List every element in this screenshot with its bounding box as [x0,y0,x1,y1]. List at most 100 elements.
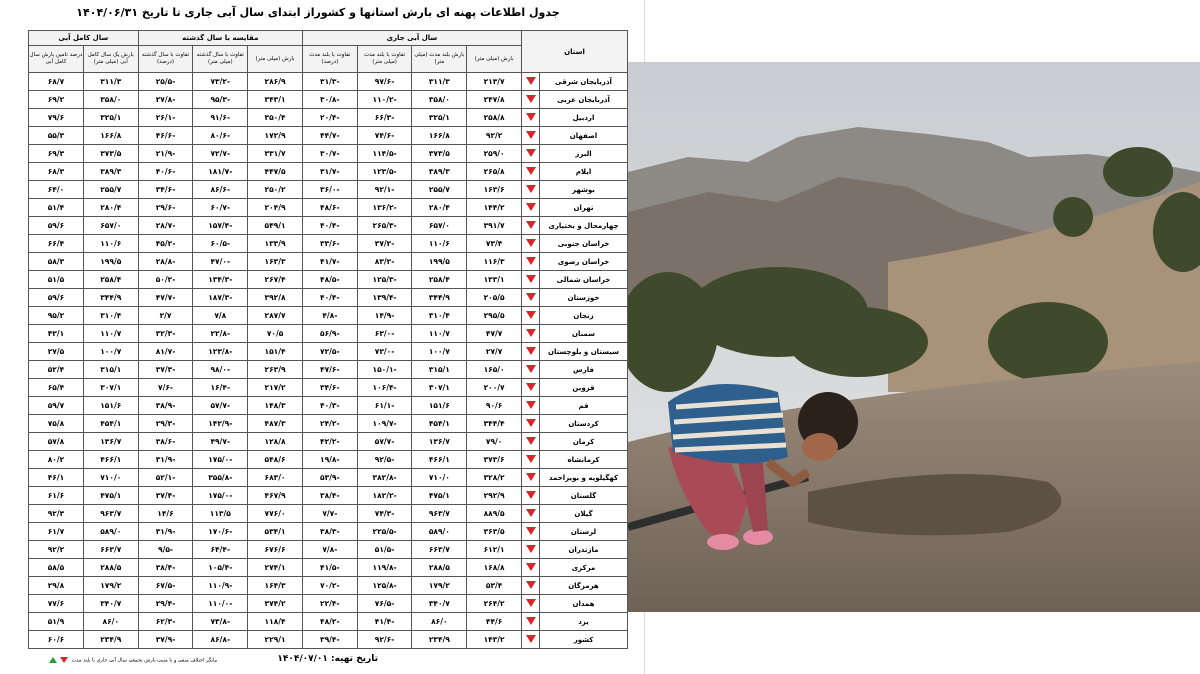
cell: ۳۴۰/۷ [82,594,139,613]
status-arrow-cell [521,324,540,343]
cell-value: ۲۸۷/۷ [264,311,286,320]
cell-value: ۱۱۴/۵- [372,149,397,158]
child [668,384,858,550]
table-row: قم ۹۰/۶ ۱۵۱/۶ ۶۱/۱- ۴۰/۳- ۱۴۸/۳ ۵۷/۷- ۳۸/۹- ۱۵۱/… [28,396,628,415]
cell: ۶۷۶/۶ [247,540,303,559]
cell: ۱۵۱/۶ [411,396,468,415]
cell: ۹۲/۲ [466,126,522,145]
cell-value: ۱۴/۶ [157,509,174,518]
cell-value: ۳۴۴/۴ [483,419,505,428]
table-row: گلستان ۲۹۲/۹ ۴۷۵/۱ ۱۸۲/۲- ۳۸/۴- ۴۶۷/۹ ۱۷۵/۰- ۳۷… [28,486,628,505]
cell: ۱۶/۴- [192,378,249,397]
cell: ۲۸۸/۵ [82,558,139,577]
cell: ۱۱۶/۳ [466,252,522,271]
cell-value: ۴۸/۵- [320,275,340,284]
cell: ۲۵۸/۴ [82,270,139,289]
cell: ۳۶۳/۵ [466,522,522,541]
table-row: اردبیل ۲۵۸/۸ ۳۲۵/۱ ۶۶/۳- ۲۰/۴- ۳۵۰/۴ ۹۱/۶- ۲۶/۱… [28,108,628,127]
cell-value: ۱۷۵/۰- [208,491,233,500]
cell-value: ۵۱/۵- [374,545,395,554]
cell-value: ۳۶۳/۵ [483,527,505,536]
cell-value: ۹۵/۳- [210,95,231,104]
cell-value: ۳۱/۷- [320,167,340,176]
cell: ۳۹/۴- [301,630,358,649]
cell: ۱۱۹/۸- [356,558,413,577]
province-name: ایلام [539,162,628,181]
prepared-date: تاریخ تهیه: ۱۴۰۴/۰۷/۰۱ [277,654,378,664]
province-name: چهارمحال و بختیاری [539,216,628,235]
status-arrow-cell [521,414,540,433]
cell-value: ۴۵۴/۱ [100,419,122,428]
cell-value: ۱۲۸/۸ [264,437,286,446]
cell-value: ۲۹/۴- [155,599,176,608]
cell-value: ۱۱۰/۹- [208,581,233,590]
cell: ۳۶/۰- [301,180,358,199]
cell: ۱۰۶/۴- [356,378,413,397]
cell-value: ۶۰/۷- [210,203,231,212]
cell: ۴۵/۲- [137,234,194,253]
status-arrow-cell [521,90,540,109]
photo-child-drinking [628,62,1200,612]
cell-value: ۱۶۶/۸ [100,131,122,140]
cell-value: ۳۲۸/۲ [483,473,505,482]
province-name: کشور [539,630,628,649]
cell: ۵۹/۶ [28,216,84,235]
cell: ۵۳/۹- [301,468,358,487]
status-arrow-cell [521,522,540,541]
cell-value: ۳۴۳/۱ [264,95,286,104]
cell-value: ۳۸/۹- [155,401,176,410]
cell: ۵۲/۱- [137,468,194,487]
cell: ۴۹/۷- [192,432,249,451]
cell-value: ۲۶۵/۸ [483,167,505,176]
cell-value: ۱۰۵/۴- [208,563,233,572]
status-arrow [525,364,536,373]
cell: ۳۸/۴- [301,486,358,505]
cell: ۷۶/۵- [356,594,413,613]
cell: ۲۶۵/۳- [356,216,413,235]
cell: ۲۲/۴- [301,594,358,613]
cell: ۸۶/۰ [411,612,468,631]
cell: ۲۵۵/۷ [411,180,468,199]
cell-value: ۴۱/۵- [320,563,340,572]
status-arrow-cell [521,360,540,379]
cell-value: ۴۷/۶- [320,365,340,374]
province-name: گیلان [539,504,628,523]
cell: ۵۱/۵- [356,540,413,559]
cell: ۱۴/۶ [137,504,194,523]
cell: ۹۲/۳ [28,504,84,523]
cell-value: ۱۳۳/۹ [264,239,286,248]
status-arrow [525,220,536,229]
cell-value: ۲۵۵/۷ [100,185,122,194]
status-arrow-cell [521,198,540,217]
cell-value: ۶۰/۵- [210,239,231,248]
status-arrow [525,202,536,211]
cell: ۶۳/۰- [356,324,413,343]
cell: ۱۳۳/۹ [247,234,303,253]
cell-value: ۴۸/۶- [320,203,340,212]
cell: ۱۳۴/۳- [192,270,249,289]
cell: ۹۵/۳- [192,90,249,109]
cell-value: ۷۶/۵- [374,599,395,608]
cell: ۱۶۳/۳ [247,252,303,271]
status-arrow-cell [521,342,540,361]
cell: ۴۵۴/۱ [411,414,468,433]
cell: ۳۷/۲- [356,234,413,253]
table-row: سیستان و بلوچستان ۲۷/۷ ۱۰۰/۷ ۷۳/۰- ۷۲/۵- ۱۵۱/… [28,342,628,361]
cell: ۶۷/۵- [137,576,194,595]
cell-value: ۳۱/۹- [155,527,176,536]
cell-value: ۱۰۰/۷ [428,347,450,356]
status-arrow [525,616,536,625]
cell-value: ۱۶۴/۳ [264,581,286,590]
cell-value: ۹۶۳/۷ [100,509,122,518]
cell: ۱۳۹/۴- [356,288,413,307]
cell: ۵۹/۶ [28,288,84,307]
cell-value: ۴۲/۲- [320,437,340,446]
table-row: مرکزی ۱۶۸/۸ ۲۸۸/۵ ۱۱۹/۸- ۴۱/۵- ۲۷۴/۱ ۱۰۵/۴- ۳۸/… [28,558,628,577]
status-arrow [525,346,536,355]
cell: ۴۴/۶ [466,612,522,631]
cell-value: ۲۵/۵- [155,77,176,86]
status-arrow [525,310,536,319]
cell: ۱۰۹/۷- [356,414,413,433]
cell-value: ۲۰۴/۹ [264,203,286,212]
cell-value: ۷۰/۲- [320,581,340,590]
